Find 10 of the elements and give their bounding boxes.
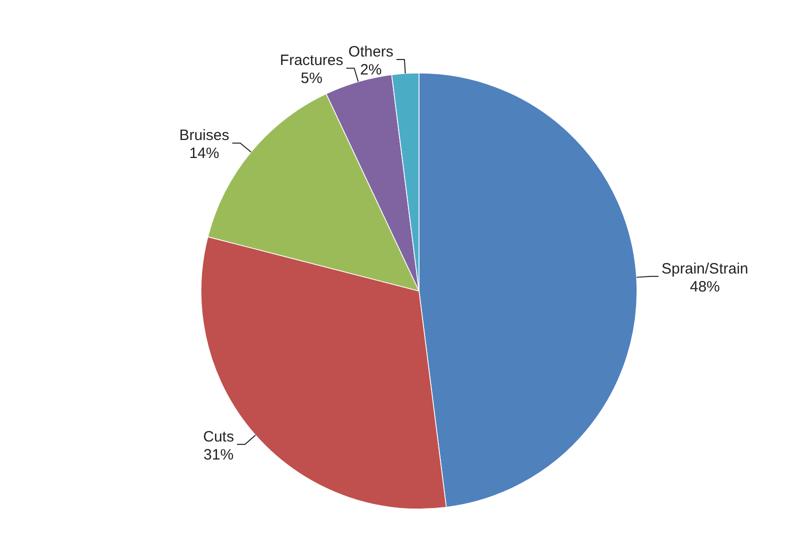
slice-label: Sprain/Strain [662, 260, 748, 278]
slice-label: Bruises [179, 127, 230, 144]
data-label: 5% [300, 70, 322, 88]
data-label: 14% [189, 145, 220, 162]
slice-label: Fractures [280, 52, 344, 70]
data-label: 48% [690, 278, 720, 296]
data-label: 2% [360, 61, 382, 78]
slice-label: Others [348, 43, 394, 60]
data-label: 31% [204, 446, 234, 464]
slice-label: Cuts [203, 428, 234, 446]
